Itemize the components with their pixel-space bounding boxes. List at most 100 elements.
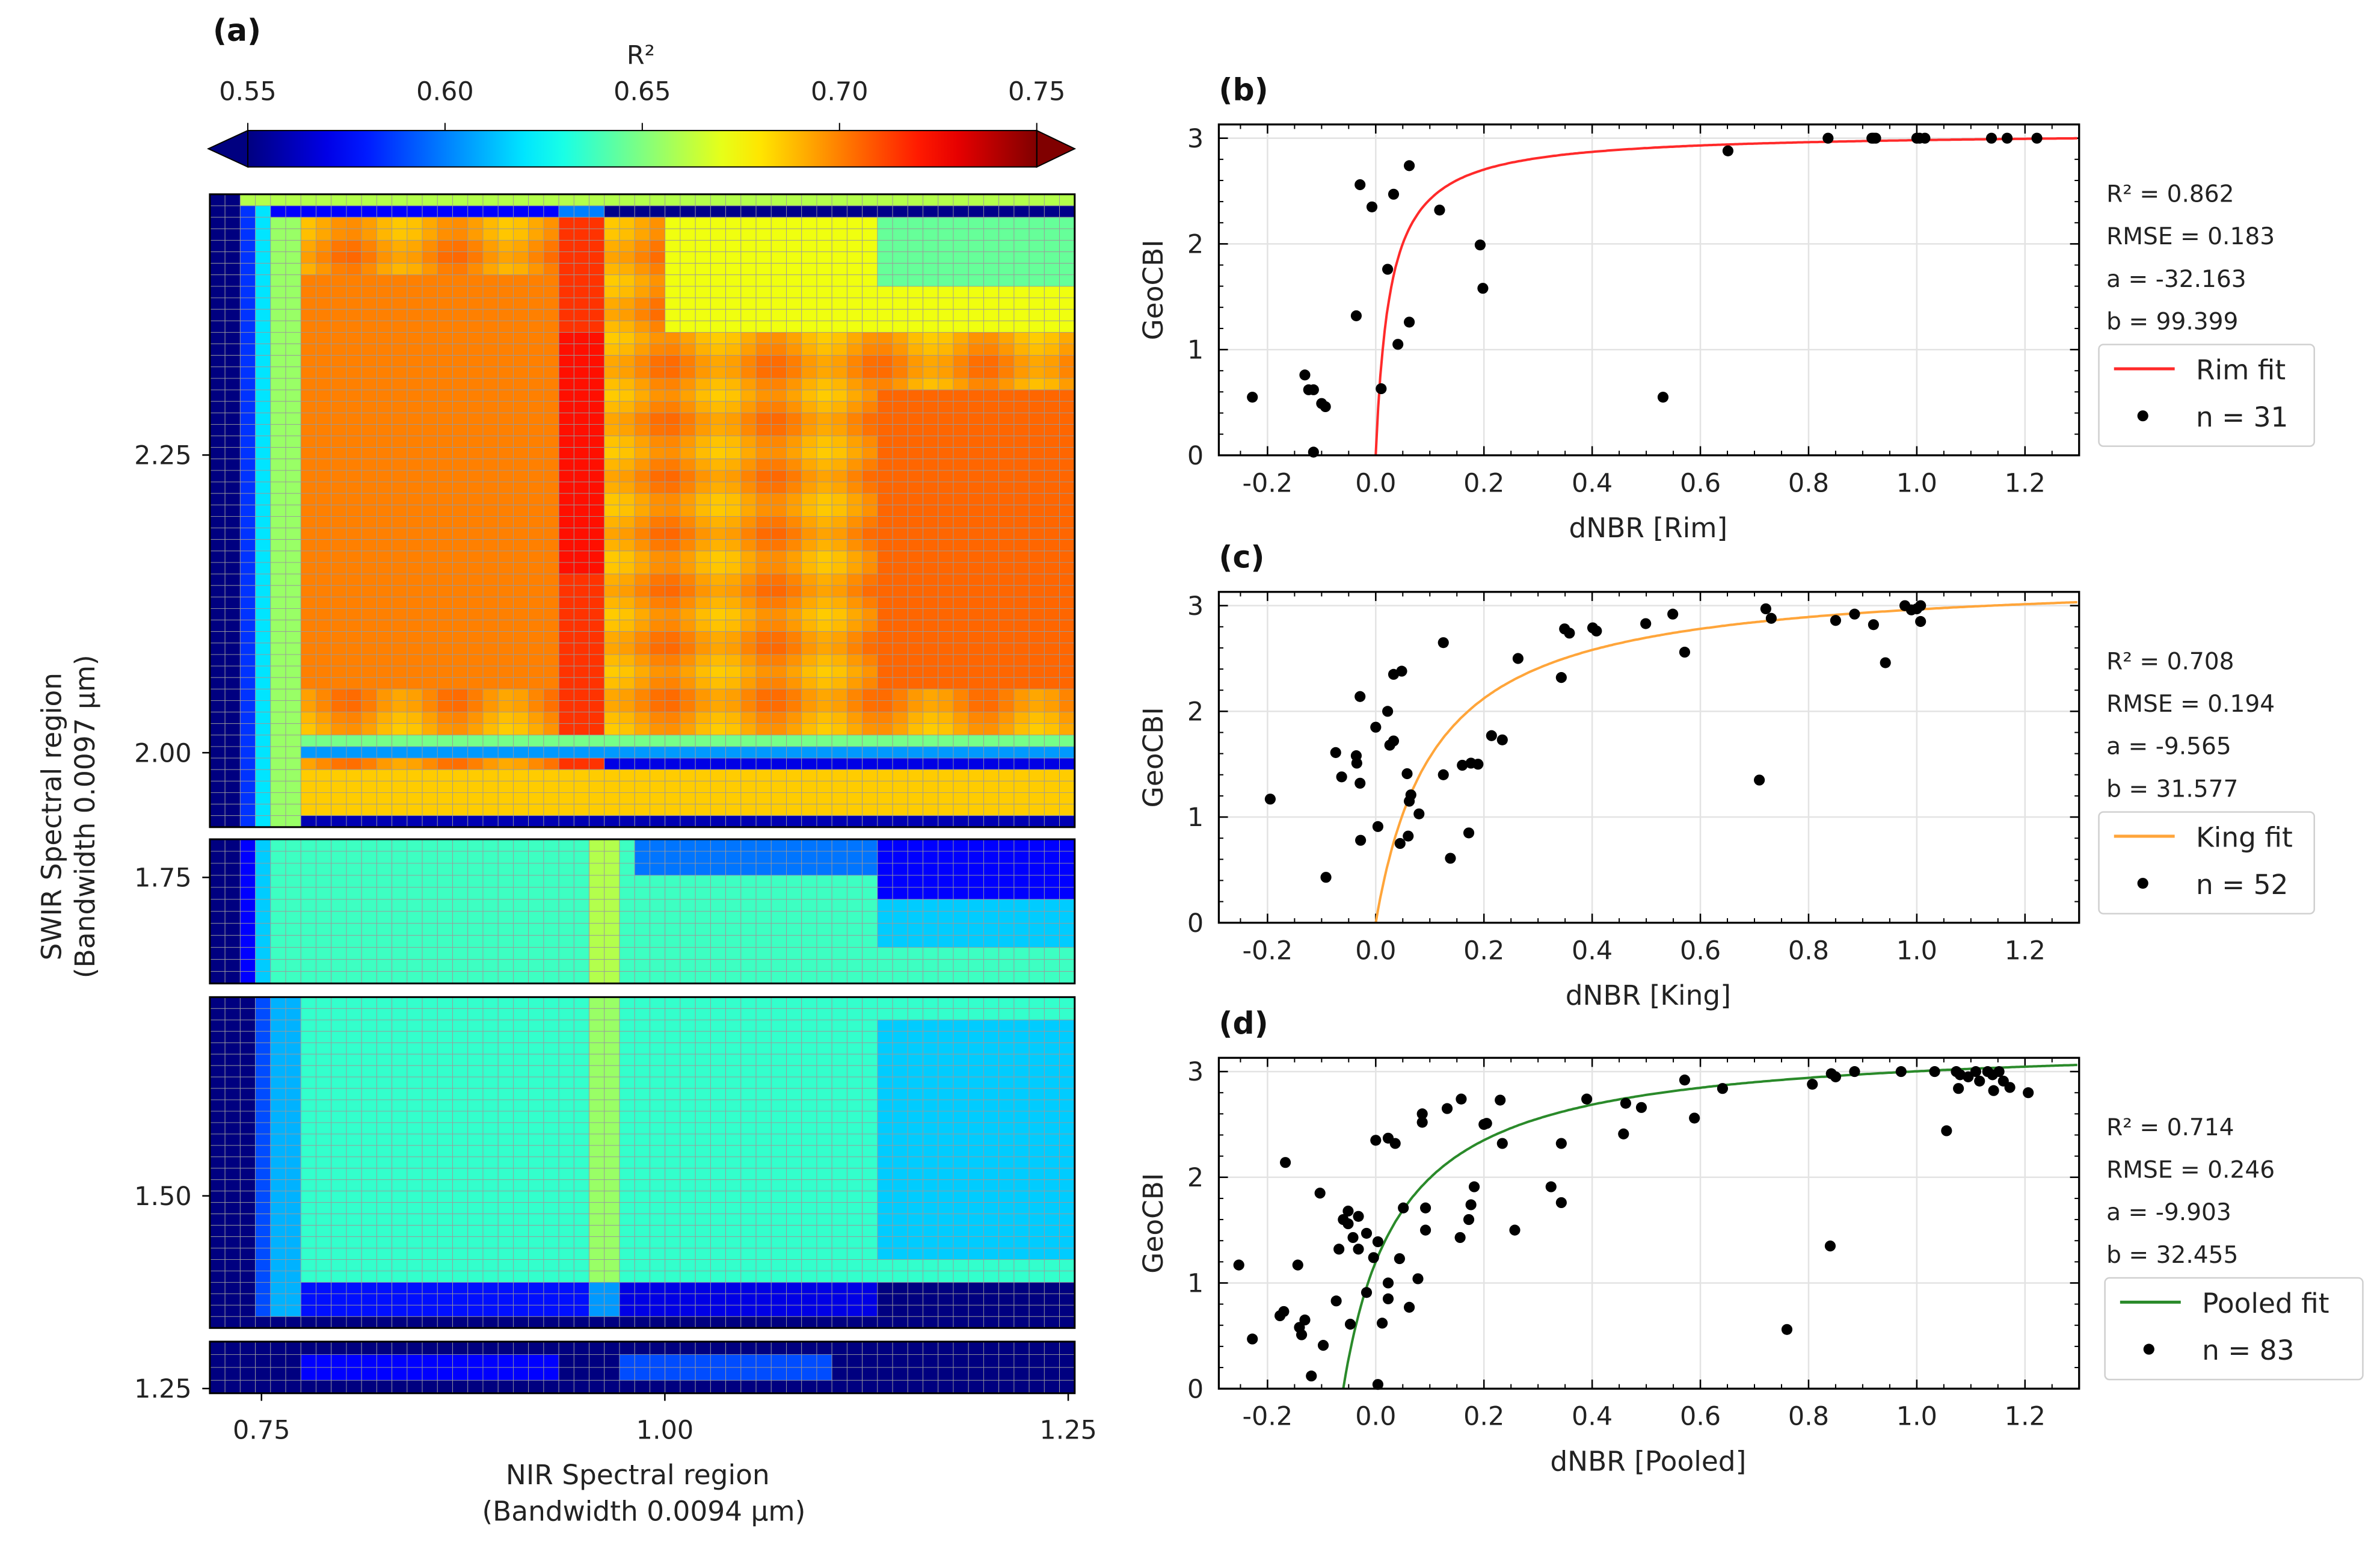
heatmap-cell [512, 458, 529, 471]
heatmap-cell [680, 887, 696, 900]
heatmap-cell [953, 344, 969, 356]
heatmap-cell [831, 746, 847, 759]
heatmap-cell [558, 1053, 574, 1066]
heatmap-cell [877, 875, 893, 888]
heatmap-cell [998, 309, 1015, 321]
heatmap-cell [953, 1065, 969, 1078]
heatmap-cell [209, 205, 226, 218]
heatmap-cell [846, 1042, 863, 1055]
heatmap-cell [361, 550, 377, 563]
heatmap-cell [209, 769, 226, 782]
heatmap-cell [407, 516, 423, 528]
heatmap-cell [482, 205, 499, 218]
heatmap-cell [983, 959, 1000, 972]
heatmap-cell [407, 654, 423, 667]
heatmap-cell [497, 239, 514, 252]
heatmap-cell [452, 194, 469, 206]
heatmap-cell [604, 389, 620, 402]
heatmap-cell [877, 470, 893, 483]
heatmap-cell [482, 735, 499, 747]
heatmap-cell [695, 923, 711, 936]
heatmap-cell [695, 239, 711, 252]
heatmap-cell [1059, 286, 1075, 298]
heatmap-cell [512, 1088, 529, 1100]
heatmap-cell [846, 378, 863, 390]
heatmap-cell [725, 274, 742, 287]
heatmap-cell [634, 596, 650, 609]
heatmap-cell [361, 366, 377, 379]
heatmap-cell [619, 504, 635, 517]
heatmap-cell [558, 863, 574, 876]
heatmap-cell [255, 539, 271, 552]
heatmap-cell [422, 712, 438, 724]
heatmap-cell [512, 528, 529, 540]
heatmap-cell [543, 550, 559, 563]
heatmap-cell [770, 863, 787, 876]
heatmap-cell [270, 947, 286, 960]
heatmap-cell [589, 493, 605, 505]
heatmap-cell [1059, 228, 1075, 241]
heatmap-cell [331, 1076, 347, 1089]
heatmap-cell [300, 1076, 316, 1089]
heatmap-cell [224, 911, 241, 924]
heatmap-cell [968, 804, 984, 816]
heatmap-cell [558, 389, 574, 402]
heatmap-cell [604, 297, 620, 310]
heatmap-cell [770, 297, 787, 310]
heatmap-cell [285, 320, 301, 333]
panel-label-a: (a) [213, 13, 261, 48]
heatmap-cell [1059, 1088, 1075, 1100]
heatmap-cell [725, 194, 742, 206]
heatmap-cell [589, 1202, 605, 1215]
heatmap-cell [467, 1088, 484, 1100]
heatmap-cell [392, 735, 408, 747]
heatmap-cell [923, 899, 939, 912]
heatmap-cell [407, 899, 423, 912]
heatmap-cell [710, 688, 727, 701]
heatmap-cell [270, 344, 286, 356]
heatmap-cell [725, 935, 742, 948]
heatmap-cell [558, 585, 574, 597]
heatmap-cell [1059, 205, 1075, 218]
heatmap-cell [558, 746, 574, 759]
heatmap-cell [740, 735, 757, 747]
heatmap-cell [923, 735, 939, 747]
heatmap-cell [665, 887, 681, 900]
heatmap-cell [938, 539, 954, 552]
heatmap-cell [665, 217, 681, 229]
heatmap-cell [983, 481, 1000, 494]
heatmap-cell [650, 378, 666, 390]
heatmap-cell [680, 1031, 696, 1043]
heatmap-cell [755, 863, 772, 876]
heatmap-cell [953, 1111, 969, 1123]
heatmap-cell [239, 723, 256, 736]
heatmap-cell [665, 1031, 681, 1043]
heatmap-cell [209, 911, 226, 924]
heatmap-cell [255, 959, 271, 972]
heatmap-cell [1013, 401, 1030, 413]
heatmap-cell [422, 263, 438, 276]
heatmap-cell [482, 297, 499, 310]
heatmap-cell [422, 539, 438, 552]
heatmap-cell [877, 1031, 893, 1043]
heatmap-cell [892, 309, 908, 321]
heatmap-cell [786, 481, 802, 494]
heatmap-cell [740, 412, 757, 425]
heatmap-cell [528, 1111, 544, 1123]
heatmap-cell [497, 332, 514, 344]
heatmap-cell [1059, 332, 1075, 344]
heatmap-cell [422, 780, 438, 793]
heatmap-cell [361, 899, 377, 912]
heatmap-cell [1044, 516, 1060, 528]
heatmap-cell [255, 424, 271, 436]
colorbar-tick-label: 0.60 [416, 76, 473, 106]
heatmap-cell [831, 332, 847, 344]
heatmap-cell [877, 286, 893, 298]
heatmap-cell [512, 412, 529, 425]
heatmap-cell [558, 839, 574, 852]
heatmap-cell [497, 470, 514, 483]
heatmap-cell [482, 677, 499, 689]
heatmap-cell [573, 769, 589, 782]
heatmap-cell [512, 959, 529, 972]
heatmap-cell [634, 1088, 650, 1100]
